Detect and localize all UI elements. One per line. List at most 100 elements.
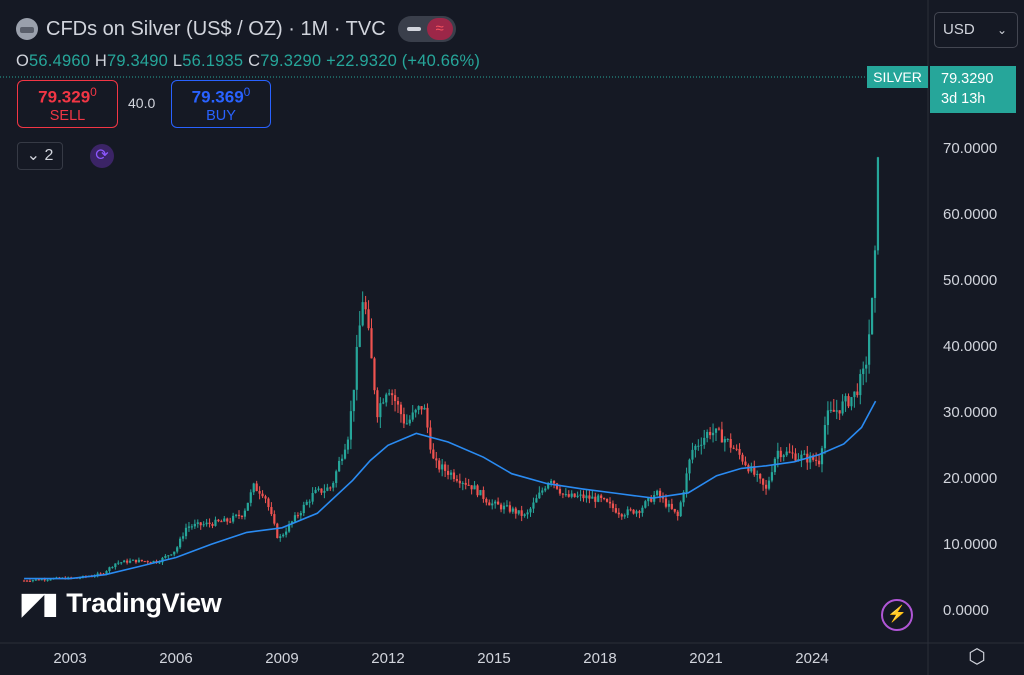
symbol-title: CFDs on Silver (US$ / OZ) · 1M · TVC (46, 17, 386, 40)
candle-body (343, 449, 347, 459)
candle-body (523, 514, 526, 516)
candle-body (703, 437, 706, 445)
candle-body (243, 510, 246, 517)
candle-body (317, 488, 320, 490)
candle-body (709, 431, 712, 436)
candle-body (850, 397, 853, 407)
candle-body (838, 410, 841, 414)
candle-body (143, 561, 146, 563)
candle-body (555, 483, 559, 489)
candle-body (314, 489, 317, 494)
candle-body (732, 447, 735, 449)
candle-body (856, 391, 859, 396)
candle-body (785, 451, 788, 456)
candle-body (176, 547, 179, 552)
candle-body (31, 580, 35, 582)
candle-body (756, 473, 759, 475)
x-tick-label: 2024 (795, 650, 828, 667)
candle-body (862, 368, 865, 375)
candle-body (679, 502, 682, 517)
candle-body (179, 538, 182, 548)
indicators-collapse-button[interactable]: ⌄ 2 (17, 142, 63, 170)
candle-body (664, 498, 668, 507)
candle-body (753, 466, 756, 475)
candle-body (417, 406, 420, 410)
candle-body (558, 488, 562, 494)
candle-body (817, 460, 821, 465)
candle-body (396, 401, 400, 405)
buy-price-pip: 0 (243, 85, 251, 99)
candle-body (656, 490, 659, 496)
candle-body (511, 508, 514, 512)
y-tick-label: 20.0000 (943, 470, 997, 487)
candle-body (868, 334, 871, 365)
candle-body (564, 494, 567, 496)
sell-label: SELL (49, 107, 86, 124)
candle-body (173, 551, 176, 555)
logo-text: TradingView (66, 588, 222, 618)
lightning-icon[interactable]: ⚡ (881, 599, 913, 631)
candle-body (561, 493, 564, 495)
candle-body (670, 503, 673, 509)
candle-body (190, 526, 193, 528)
candle-body (585, 495, 588, 499)
candle-body (167, 555, 170, 557)
candle-body (479, 490, 482, 496)
candle-body (859, 374, 862, 396)
waves-toggle[interactable]: ≈ (397, 16, 456, 42)
symbol-price-tag: SILVER (867, 66, 928, 88)
candle-body (682, 492, 685, 503)
waves-icon: ≈ (426, 18, 453, 40)
candle-body (767, 480, 771, 489)
buy-button[interactable]: 79.3690 BUY (171, 80, 271, 128)
candle-body (544, 488, 547, 491)
candle-body (494, 501, 497, 504)
candle-body (829, 409, 832, 411)
candle-body (126, 560, 129, 563)
candle-body (279, 536, 282, 538)
candle-body (535, 498, 538, 503)
candle-body (264, 496, 267, 499)
sync-icon[interactable]: ⟳ (90, 144, 114, 168)
sell-button[interactable]: 79.3290 SELL (17, 80, 118, 128)
candle-body (550, 480, 553, 484)
candle-body (570, 493, 573, 497)
candle-body (485, 498, 488, 503)
candle-body (370, 328, 373, 359)
symbol-title-row[interactable]: CFDs on Silver (US$ / OZ) · 1M · TVC ≈ (16, 16, 456, 42)
candle-body (735, 448, 738, 450)
candle-body (667, 503, 670, 507)
candle-body (458, 480, 461, 484)
y-tick-label: 0.0000 (943, 602, 989, 619)
candle-body (779, 450, 782, 458)
candle-body (96, 573, 99, 576)
candle-body (738, 448, 741, 455)
candle-body (591, 496, 594, 499)
candle-body (170, 554, 173, 556)
candle-body (605, 499, 609, 502)
candle-body (488, 502, 491, 506)
buy-price: 79.369 (191, 87, 244, 107)
candle-body (461, 482, 464, 484)
candle-body (287, 524, 291, 532)
x-tick-label: 2003 (53, 650, 86, 667)
candle-body (149, 562, 152, 564)
candle-body (617, 512, 620, 515)
candle-body (323, 490, 326, 493)
candle-body (420, 406, 423, 410)
currency-select[interactable]: USD ⌄ (934, 12, 1018, 48)
candle-body (267, 498, 270, 508)
candle-body (800, 454, 803, 459)
candle-body (302, 504, 305, 514)
silver-bar-icon (16, 18, 38, 40)
candle-body (876, 157, 880, 251)
candle-body (158, 562, 161, 564)
spread-value: 40.0 (128, 95, 156, 111)
settings-icon[interactable]: ⬡ (968, 646, 986, 668)
candle-body (470, 485, 473, 490)
candle-body (393, 395, 397, 402)
x-tick-label: 2006 (159, 650, 192, 667)
tradingview-logo: ◤▮ TradingView (22, 586, 222, 621)
candle-body (426, 407, 429, 428)
